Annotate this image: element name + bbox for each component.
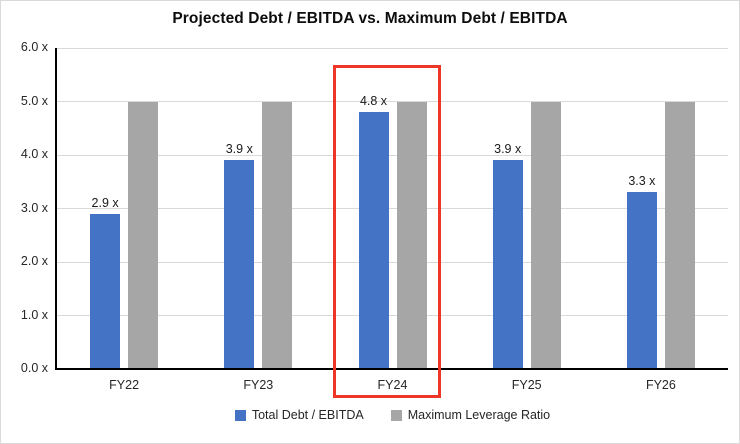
x-tick-label-FY24: FY24 [377, 378, 408, 392]
gridline [57, 47, 728, 49]
x-tick-label-FY23: FY23 [243, 378, 274, 392]
gridline [57, 208, 728, 209]
y-tick-label: 4.0 x [20, 147, 48, 161]
y-tick-label: 2.0 x [20, 254, 48, 268]
data-label-FY25: 3.9 x [494, 142, 522, 157]
data-label-FY24: 4.8 x [359, 94, 388, 109]
gridline [57, 315, 728, 316]
gridline [57, 154, 728, 156]
data-label-FY23: 3.9 x [225, 142, 253, 157]
x-tick-label-FY26: FY26 [645, 378, 676, 392]
x-axis-line [55, 368, 728, 370]
highlight-rectangle [333, 65, 441, 398]
bar-FY26-series0 [626, 192, 657, 369]
bar-FY24-series0 [358, 112, 389, 369]
data-label-FY22: 2.9 x [91, 195, 119, 210]
legend-item-0: Total Debt / EBITDA [234, 408, 364, 422]
data-label-FY26: 3.3 x [628, 174, 656, 189]
y-tick-label: 1.0 x [20, 307, 48, 322]
bar-FY24-series1 [396, 101, 427, 369]
bar-FY25-series1 [530, 101, 561, 369]
x-tick-label-FY25: FY25 [511, 378, 542, 392]
bar-FY23-series0 [224, 160, 255, 369]
y-axis-line [55, 48, 57, 369]
y-tick-label: 5.0 x [20, 93, 48, 108]
legend: Total Debt / EBITDA Maximum Leverage Rati… [57, 405, 728, 425]
bar-FY25-series0 [492, 160, 523, 369]
y-tick-label: 6.0 x [20, 40, 48, 54]
y-tick-label: 0.0 x [20, 361, 48, 375]
legend-swatch-1 [390, 409, 402, 421]
bar-FY23-series1 [262, 101, 293, 369]
y-tick-label: 3.0 x [20, 200, 48, 215]
bar-FY22-series1 [128, 101, 159, 369]
gridline [57, 261, 728, 263]
legend-label-0: Total Debt / EBITDA [251, 408, 364, 422]
gridline [57, 101, 728, 102]
legend-item-1: Maximum Leverage Ratio [390, 408, 551, 422]
bar-FY26-series1 [664, 101, 695, 369]
x-tick-label-FY22: FY22 [109, 378, 140, 392]
chart-title: Projected Debt / EBITDA vs. Maximum Debt… [172, 10, 568, 27]
bar-FY22-series0 [90, 213, 121, 369]
plot-area: 2.9 x 3.9 x 4.8 x 3.9 x 3.3 x [55, 47, 728, 370]
legend-swatch-0 [234, 409, 246, 421]
legend-label-1: Maximum Leverage Ratio [407, 408, 551, 422]
